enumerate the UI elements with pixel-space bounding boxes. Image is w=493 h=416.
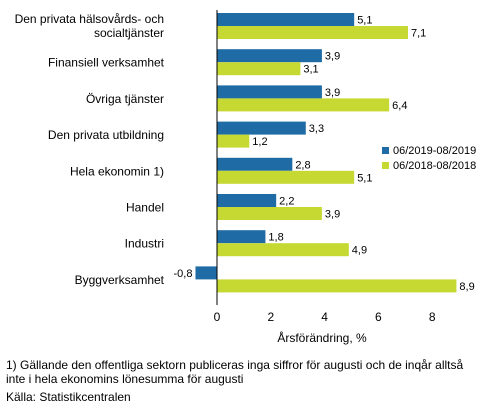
- footnote-1-line-2: inte i hela ekonomins lönesumma för augu…: [6, 372, 244, 386]
- category-label: Finansiell verksamhet: [48, 56, 165, 70]
- data-label: 3,1: [303, 64, 318, 76]
- x-axis-title: Årsförändring, %: [277, 330, 367, 345]
- bar-series-2018: [217, 279, 457, 293]
- x-tick-label: 6: [375, 310, 382, 324]
- bar-series-2018: [217, 98, 390, 112]
- bar-series-2019: [217, 157, 293, 171]
- data-label: 4,9: [352, 245, 367, 257]
- data-label: 5,1: [357, 15, 372, 27]
- bar-series-2019: [217, 230, 266, 244]
- data-label: 3,9: [325, 87, 340, 99]
- data-label: 1,8: [268, 232, 283, 244]
- data-label: 2,8: [295, 159, 310, 171]
- footnote-1-line-1: 1) Gällande den offentliga sektorn publi…: [6, 358, 464, 372]
- data-label: 5,1: [357, 172, 372, 184]
- legend-swatch: [382, 147, 389, 154]
- data-label: 3,9: [325, 209, 340, 221]
- bar-series-2019: [217, 85, 322, 99]
- x-tick-label: 4: [321, 310, 328, 324]
- category-label: Byggverksamhet: [75, 273, 165, 287]
- data-label: 6,4: [392, 100, 407, 112]
- category-label: Industri: [125, 237, 164, 251]
- data-label: 3,3: [309, 123, 324, 135]
- bar-series-2018: [217, 62, 301, 76]
- data-label: -0,8: [174, 268, 193, 280]
- x-tick-label: 8: [429, 310, 436, 324]
- bar-series-2018: [217, 170, 355, 184]
- bar-series-2018: [217, 26, 408, 39]
- legend-label: 06/2019-08/2019: [393, 145, 476, 157]
- footnote-1: 1) Gällande den offentliga sektorn publi…: [6, 358, 488, 386]
- data-label: 1,2: [252, 136, 267, 148]
- data-label: 2,2: [279, 196, 294, 208]
- category-label: Den privata utbildning: [48, 128, 164, 142]
- bar-series-2018: [217, 243, 349, 257]
- bar-series-2019: [217, 49, 322, 63]
- category-label: Hela ekonomin 1): [70, 164, 164, 178]
- bar-series-2019: [217, 194, 277, 207]
- x-tick-label: 0: [214, 310, 221, 324]
- bar-series-2019: [195, 266, 217, 280]
- bar-series-2018: [217, 134, 250, 148]
- bar-series-2018: [217, 207, 322, 220]
- legend-swatch: [382, 162, 389, 169]
- category-label: Handel: [126, 201, 164, 215]
- category-label: socialtjänster: [94, 26, 164, 40]
- x-tick-label: 2: [267, 310, 274, 324]
- source-note: Källa: Statistikcentralen: [6, 390, 131, 404]
- bar-series-2019: [217, 13, 355, 26]
- data-label: 8,9: [459, 281, 474, 293]
- data-label: 7,1: [411, 28, 426, 40]
- legend-label: 06/2018-08/2018: [393, 160, 476, 172]
- category-label: Den privata hälsovårds- och: [15, 12, 164, 26]
- bar-series-2019: [217, 121, 306, 135]
- bar-chart: Den privata hälsovårds- ochsocialtjänste…: [15, 10, 476, 345]
- category-label: Övriga tjänster: [86, 92, 164, 106]
- data-label: 3,9: [325, 51, 340, 63]
